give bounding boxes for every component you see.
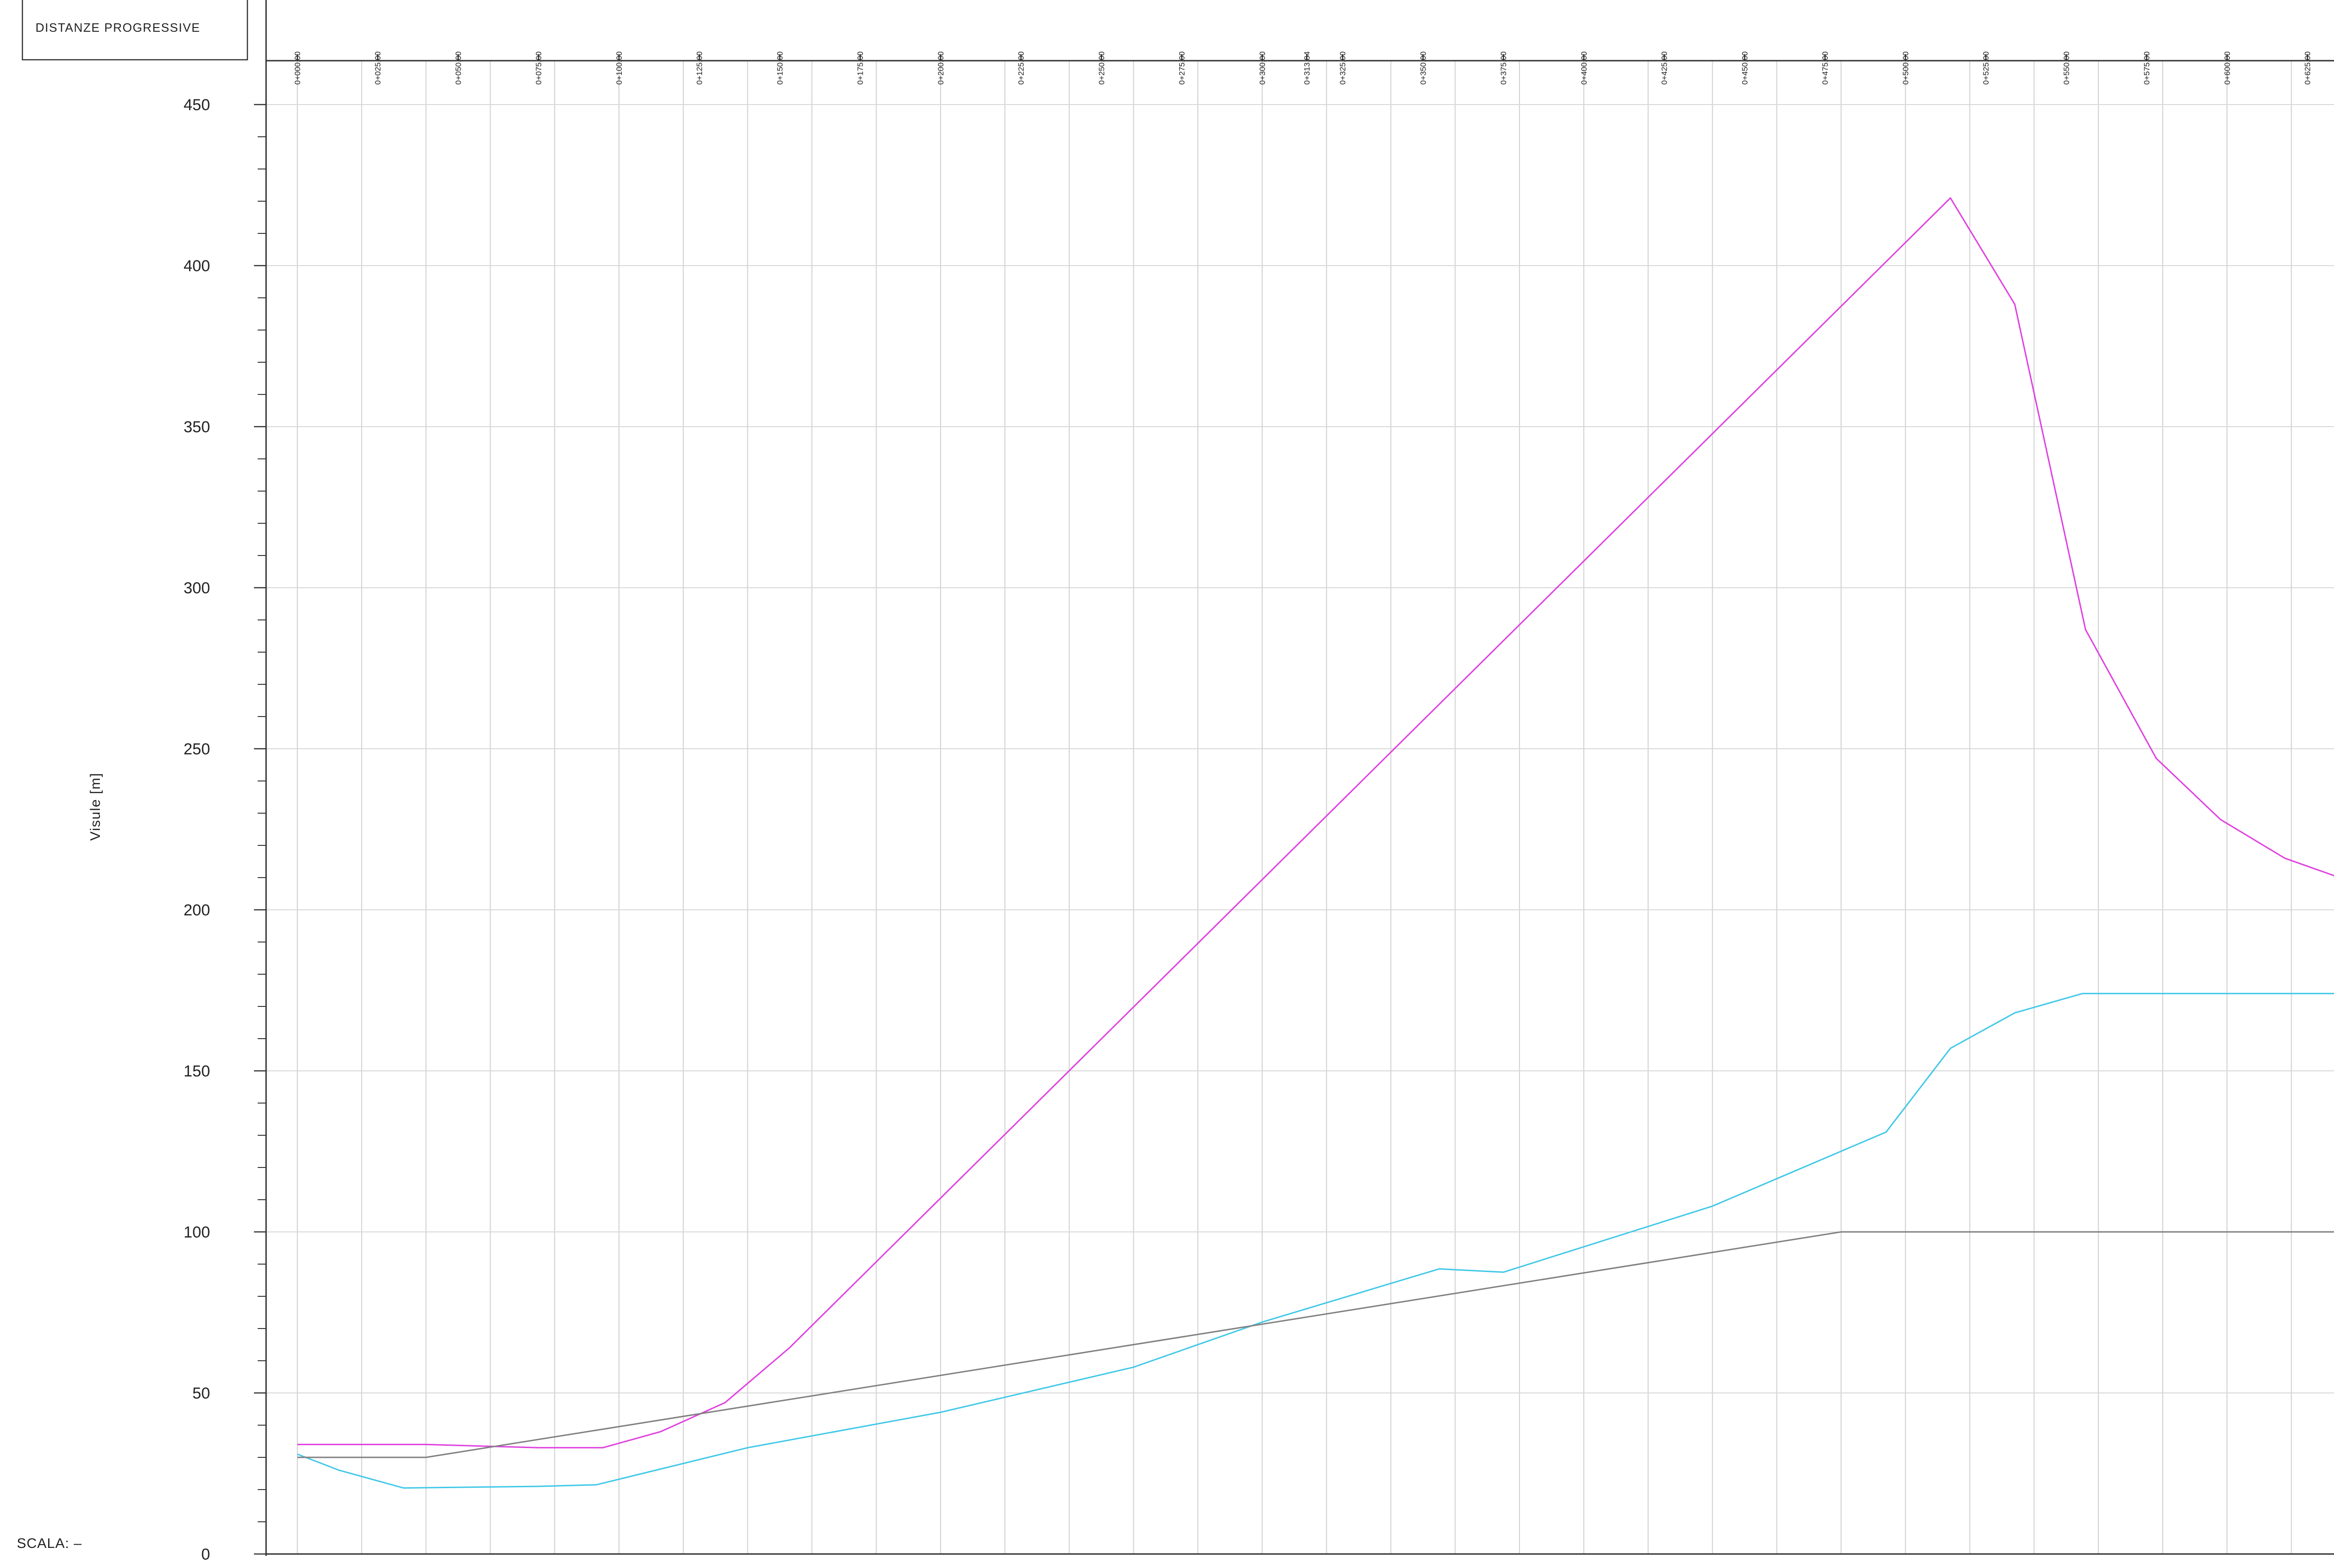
header-title: DISTANZE PROGRESSIVE <box>35 21 200 35</box>
x-tick-label: 0+300.00 <box>1258 51 1267 84</box>
series-line-2 <box>297 992 2334 1489</box>
x-tick-label: 0+575.00 <box>2143 51 2151 84</box>
y-tick-label: 200 <box>183 901 210 919</box>
x-tick-label: 0+000.00 <box>293 51 302 84</box>
series-line-3 <box>297 1231 2334 1458</box>
x-tick-label: 0+025.00 <box>373 51 382 84</box>
x-tick-label: 0+500.00 <box>1901 51 1910 84</box>
x-tick-label: 0+325.00 <box>1338 51 1347 84</box>
x-tick-label: 0+313.84 <box>1302 51 1311 84</box>
x-tick-label: 0+275.00 <box>1178 51 1187 84</box>
x-tick-label: 0+100.00 <box>615 51 624 84</box>
y-tick-label: 400 <box>183 257 210 275</box>
x-tick-label: 0+375.00 <box>1499 51 1508 84</box>
header-box-frame <box>21 0 248 61</box>
x-tick-label: 0+450.00 <box>1740 51 1749 84</box>
y-tick-label: 250 <box>183 740 210 758</box>
grid-layer <box>266 61 2334 1554</box>
y-tick-label: 350 <box>183 418 210 436</box>
x-tick-label: 0+525.00 <box>1982 51 1990 84</box>
x-tick-label: 0+225.00 <box>1017 51 1026 84</box>
x-tick-label: 0+475.00 <box>1821 51 1830 84</box>
x-tick-label: 0+425.00 <box>1660 51 1669 84</box>
axis-layer <box>254 0 2334 1556</box>
x-tick-label: 0+075.00 <box>534 51 543 84</box>
x-tick-label: 0+125.00 <box>695 51 704 84</box>
series-layer <box>297 197 2334 1489</box>
x-tick-label: 0+150.00 <box>775 51 784 84</box>
x-tick-label: 0+250.00 <box>1097 51 1106 84</box>
y-tick-label: 100 <box>183 1223 210 1241</box>
y-axis-label: Visule [m] <box>88 773 103 841</box>
series-line-1 <box>297 197 2334 1448</box>
x-tick-label: 0+625.00 <box>2303 51 2312 84</box>
x-tick-label: 0+175.00 <box>856 51 865 84</box>
x-tick-label: 0+050.00 <box>454 51 463 84</box>
x-tick-label: 0+600.00 <box>2223 51 2232 84</box>
y-tick-label: 0 <box>201 1546 210 1563</box>
x-tick-label: 0+400.00 <box>1580 51 1589 84</box>
y-tick-label: 450 <box>183 96 210 114</box>
header-box: DISTANZE PROGRESSIVE <box>21 0 248 61</box>
y-tick-label: 300 <box>183 579 210 597</box>
y-tick-label: 150 <box>183 1062 210 1080</box>
x-tick-label: 0+200.00 <box>936 51 945 84</box>
label-layer: 0 50 100 150 200 250 300 350 400 450 0+000.00 0+025… <box>183 51 2312 1563</box>
y-tick-label: 50 <box>192 1385 210 1402</box>
x-tick-label: 0+550.00 <box>2062 51 2071 84</box>
scale-label: SCALA: – <box>17 1536 82 1551</box>
x-tick-label: 0+350.00 <box>1419 51 1427 84</box>
